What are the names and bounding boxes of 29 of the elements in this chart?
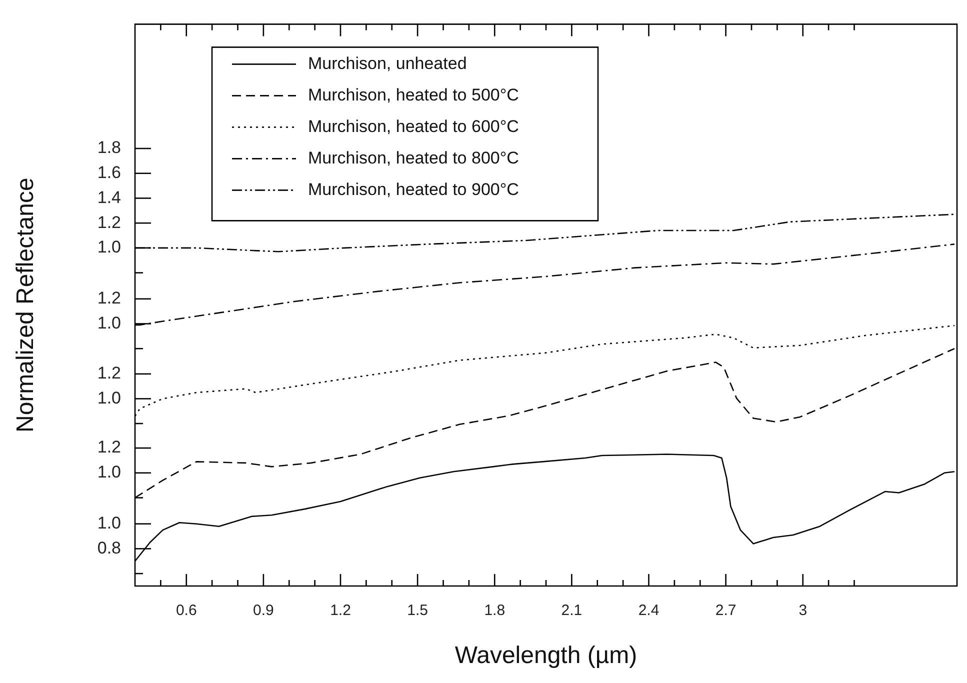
- x-tick-label: 0.6: [176, 602, 197, 620]
- y-tick-label: 1.4: [97, 188, 121, 207]
- x-tick-label: 3: [798, 602, 808, 620]
- x-tick-label: 1.8: [484, 602, 506, 620]
- x-tick-label: 0.9: [253, 602, 274, 620]
- x-tick-label: 1.2: [330, 602, 351, 620]
- legend-label: Murchison, heated to 500°C: [308, 85, 519, 104]
- x-tick-label: 2.7: [715, 602, 736, 620]
- y-tick-label: 1.0: [97, 238, 121, 257]
- y-tick-label: 1.6: [97, 163, 121, 182]
- y-tick-label: 0.8: [97, 538, 121, 558]
- y-tick-label: 1.2: [97, 212, 121, 232]
- y-axis-title: Normalized Reflectance: [12, 178, 40, 432]
- x-axis-title: Wavelength (µm): [454, 642, 638, 670]
- y-tick-label: 1.2: [97, 364, 121, 383]
- x-tick-label: 2.1: [561, 602, 582, 620]
- y-tick-label: 1.0: [97, 462, 121, 482]
- legend-label: Murchison, heated to 600°C: [308, 116, 519, 136]
- y-tick-label: 1.2: [97, 288, 121, 308]
- x-tick-label: 1.5: [407, 602, 428, 620]
- y-tick-label: 1.0: [97, 388, 121, 408]
- legend-label: Murchison, unheated: [308, 54, 467, 73]
- y-tick-label: 1.0: [97, 514, 121, 533]
- y-tick-label: 1.8: [97, 138, 121, 158]
- x-tick-label: 2.4: [638, 602, 660, 620]
- legend-label: Murchison, heated to 800°C: [308, 148, 519, 168]
- y-tick-label: 1.2: [97, 438, 121, 457]
- legend-label: Murchison, heated to 900°C: [308, 180, 519, 199]
- y-tick-label: 1.0: [97, 313, 121, 332]
